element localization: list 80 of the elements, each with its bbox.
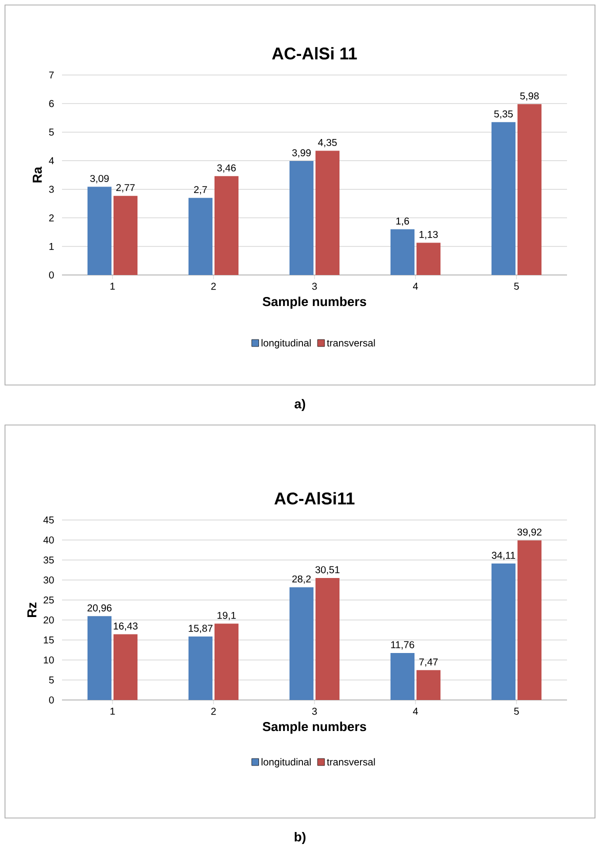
bar <box>214 624 238 700</box>
data-label: 11,76 <box>391 641 414 650</box>
x-tick-label: 5 <box>514 708 519 715</box>
y-tick-label: 1 <box>49 242 54 250</box>
data-label: 3,09 <box>90 174 109 184</box>
chart-title: AC-AlSi 11 <box>272 47 357 60</box>
data-label: 3,99 <box>292 149 311 158</box>
bar <box>113 634 138 700</box>
y-tick-label: 6 <box>49 100 54 108</box>
y-axis-title: Rz <box>27 602 36 618</box>
text: a) <box>294 398 306 412</box>
bar <box>390 229 414 275</box>
data-label: 2,7 <box>194 186 207 194</box>
data-label: 30,51 <box>315 566 340 574</box>
legend-label: transversal <box>326 339 375 346</box>
x-tick-label: 2 <box>211 708 216 715</box>
bar <box>214 176 238 275</box>
x-tick-label: 5 <box>514 282 519 290</box>
y-axis-title: Ra <box>32 166 42 182</box>
bar <box>390 652 414 700</box>
data-label: 3,46 <box>217 164 236 173</box>
legend-label: longitudinal <box>262 339 311 348</box>
data-label: 15,87 <box>188 624 212 633</box>
bar <box>290 587 314 700</box>
bar <box>492 564 516 700</box>
bar <box>88 186 112 275</box>
x-tick-label: 4 <box>412 708 418 715</box>
data-label: 34,11 <box>492 552 516 560</box>
x-tick-label: 3 <box>312 708 317 715</box>
y-tick-label: 40 <box>43 536 54 544</box>
y-tick-label: 5 <box>49 676 54 684</box>
x-axis-title: Sample numbers <box>262 296 366 309</box>
bar <box>290 160 314 275</box>
bar <box>416 242 440 275</box>
data-label: 16,43 <box>114 622 138 631</box>
data-label: 20,96 <box>88 604 112 613</box>
data-label: 7,47 <box>419 658 438 667</box>
y-tick-label: 5 <box>49 128 54 136</box>
bar <box>113 196 138 275</box>
y-tick-label: 25 <box>44 596 54 604</box>
data-label: 1,13 <box>420 230 438 240</box>
y-tick-label: 15 <box>44 636 54 644</box>
text: b) <box>294 832 306 844</box>
y-tick-label: 3 <box>49 186 54 193</box>
bar <box>315 150 340 275</box>
bar <box>492 122 516 275</box>
y-tick-label: 30 <box>44 576 54 584</box>
data-label: 1,6 <box>396 218 409 226</box>
bar <box>188 198 212 275</box>
chart-title: AC-AlSi11 <box>274 492 354 505</box>
bar <box>517 540 542 700</box>
legend-label: transversal <box>326 758 375 766</box>
legend-label: longitudinal <box>262 758 311 768</box>
bar <box>315 578 340 700</box>
bar <box>188 636 212 700</box>
bar <box>88 616 112 700</box>
data-label: 39,92 <box>517 528 542 537</box>
data-label: 28,2 <box>292 575 311 584</box>
bar <box>416 670 440 700</box>
x-tick-label: 2 <box>211 282 216 290</box>
x-tick-label: 1 <box>110 708 115 715</box>
data-label: 4,35 <box>318 138 337 148</box>
data-label: 5,35 <box>494 110 513 119</box>
y-tick-label: 20 <box>44 616 54 624</box>
x-tick-label: 4 <box>412 282 418 290</box>
y-tick-label: 35 <box>44 556 54 564</box>
x-tick-label: 3 <box>312 282 317 290</box>
y-tick-label: 0 <box>49 696 54 704</box>
bar <box>517 104 542 275</box>
y-tick-label: 7 <box>49 72 54 78</box>
y-tick-label: 0 <box>49 271 54 279</box>
x-axis-title: Sample numbers <box>262 722 366 734</box>
y-tick-label: 4 <box>48 157 54 164</box>
y-tick-label: 45 <box>43 516 54 524</box>
data-label: 5,98 <box>520 92 539 101</box>
y-tick-label: 10 <box>44 656 54 664</box>
y-tick-label: 2 <box>49 214 54 222</box>
data-label: 2,77 <box>116 184 135 192</box>
x-tick-label: 1 <box>110 282 115 290</box>
data-label: 19,1 <box>218 612 236 620</box>
